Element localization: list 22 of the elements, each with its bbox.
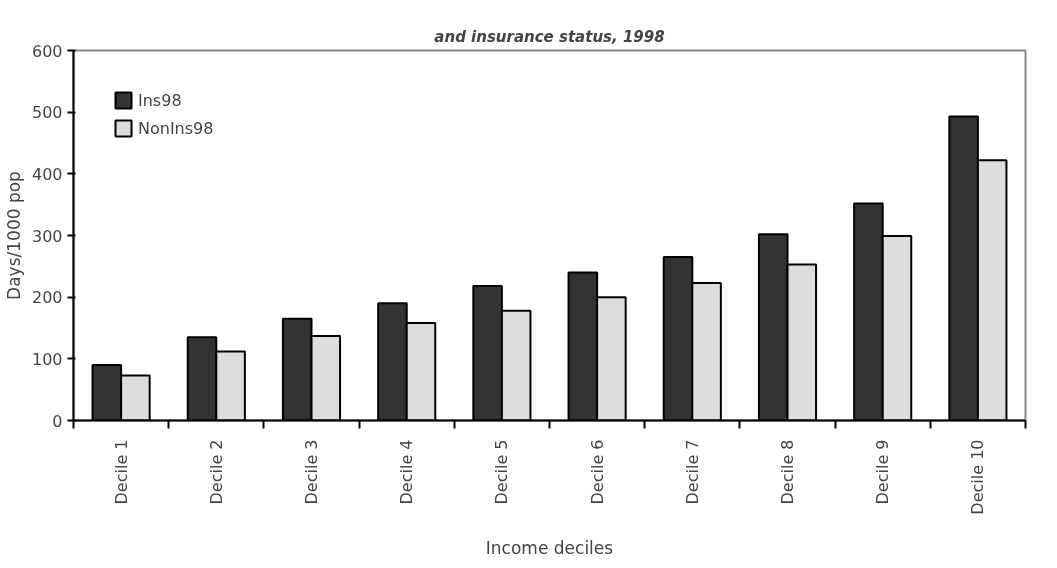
x-tick-label: Decile 9 (873, 439, 893, 505)
y-tick-label: 500 (31, 103, 63, 123)
x-tick-label: Decile 5 (492, 439, 512, 505)
y-tick-label: 0 (52, 411, 63, 431)
y-tick-label: 200 (31, 288, 63, 308)
legend-label: NonIns98 (138, 118, 214, 138)
y-tick-label: 100 (31, 349, 63, 369)
y-tick-label: 400 (31, 164, 63, 184)
x-tick-label: Decile 8 (778, 439, 797, 505)
x-tick-label: Decile 1 (111, 439, 131, 505)
x-tick-label: Decile 6 (587, 439, 607, 505)
y-axis-title: Days/1000 pop (3, 171, 24, 300)
y-tick-label: 600 (31, 41, 63, 61)
x-tick-label: Decile 3 (302, 439, 321, 505)
x-tick-label: Decile 10 (968, 439, 988, 515)
chart-title: and insurance status, 1998 (434, 27, 665, 46)
legend-label: Ins98 (138, 90, 182, 110)
x-tick-label: Decile 4 (397, 439, 417, 505)
x-tick-label: Decile 7 (682, 439, 702, 505)
x-axis-title: Income deciles (485, 537, 614, 558)
y-tick-label: 300 (31, 226, 63, 246)
x-tick-label: Decile 2 (206, 439, 226, 505)
